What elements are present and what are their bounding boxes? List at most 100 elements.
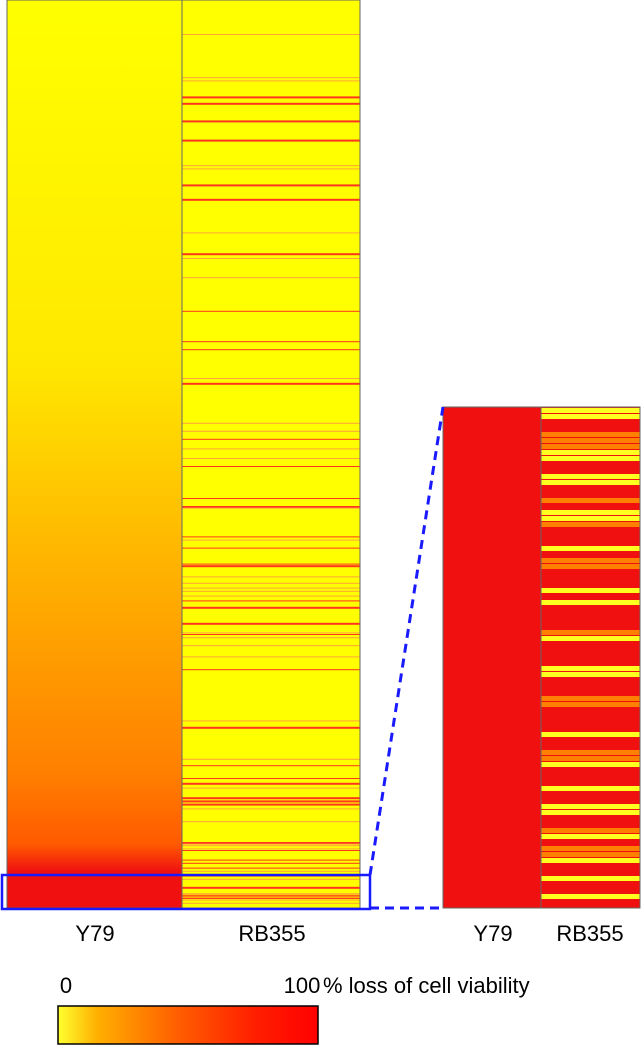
stripe [182,80,360,82]
stripe [541,450,640,455]
stripe [182,102,360,105]
stripe [541,564,640,569]
stripe [182,310,360,312]
stripe [182,726,360,729]
stripe [541,600,640,605]
stripe [182,378,360,379]
colorbar-max: 100 [284,973,321,998]
stripe [182,422,360,424]
stripe [541,750,640,755]
stripe [182,845,360,847]
colorbar-min: 0 [60,973,72,998]
stripe [182,803,360,806]
stripe [182,902,360,904]
stripe [182,787,360,789]
stripe [541,636,640,641]
stripe [541,456,640,461]
stripe [541,876,640,881]
stripe [541,786,640,791]
stripe [182,498,360,499]
stripe [182,859,360,861]
stripe [182,258,360,259]
stripe [541,756,640,761]
stripe [182,430,360,432]
stripe [182,232,360,234]
stripe [541,762,640,767]
stripe [541,414,640,419]
zoom-selection [0,873,372,911]
stripe [541,858,640,863]
stripe [541,828,640,833]
stripe [541,522,640,527]
zoom-heatmap [443,407,640,908]
stripe [182,198,360,201]
stripe [182,341,360,343]
stripe [182,720,360,722]
stripe [541,666,640,671]
stripe [541,810,640,815]
stripe [541,558,640,563]
stripe [182,867,360,869]
stripe [182,277,360,279]
stripe [182,587,360,589]
stripe [182,438,360,440]
stripe [182,547,360,549]
stripe [182,168,360,170]
stripe [541,696,640,701]
stripe [182,622,360,625]
stripe [541,444,640,449]
stripe [182,139,360,142]
stripe [541,408,640,413]
stripe [541,846,640,851]
stripe [541,546,640,551]
stripe [182,886,360,889]
column-label: Y79 [473,921,512,946]
stripe [182,782,360,785]
stripe [182,848,360,850]
stripe [182,120,360,123]
stripe [182,808,360,810]
stripe [182,96,360,99]
stripe [541,894,640,899]
stripe [541,510,640,515]
stripe [182,563,360,565]
stripe [182,843,360,845]
column-label: Y79 [75,921,114,946]
stripe [182,590,360,592]
stripe [182,878,360,880]
y79-zoom-column [443,407,541,908]
stripe [182,448,360,450]
stripe [182,669,360,671]
stripe [182,896,360,898]
colorbar-title: % loss of cell viability [323,973,530,998]
stripe [541,474,640,479]
rb355-column [182,0,360,908]
stripe [182,632,360,634]
stripe [182,253,360,256]
stripe [541,516,640,521]
stripe [541,438,640,443]
stripe [182,894,360,896]
stripe [182,842,360,844]
stripe [182,862,360,864]
stripe [182,758,360,760]
stripe [182,899,360,901]
stripe [182,458,360,459]
stripe [182,606,360,609]
stripe [182,506,360,508]
stripe [182,565,360,568]
stripe [541,732,640,737]
stripe [182,797,360,800]
stripe [541,702,640,707]
stripe [182,539,360,541]
stripe [182,637,360,639]
stripe [182,656,360,658]
stripe [182,576,360,578]
stripe [182,507,360,509]
main-heatmap [7,0,360,908]
stripe [541,804,640,809]
stripe [541,498,640,503]
stripe [182,349,360,351]
stripe [541,588,640,593]
stripe [182,645,360,647]
